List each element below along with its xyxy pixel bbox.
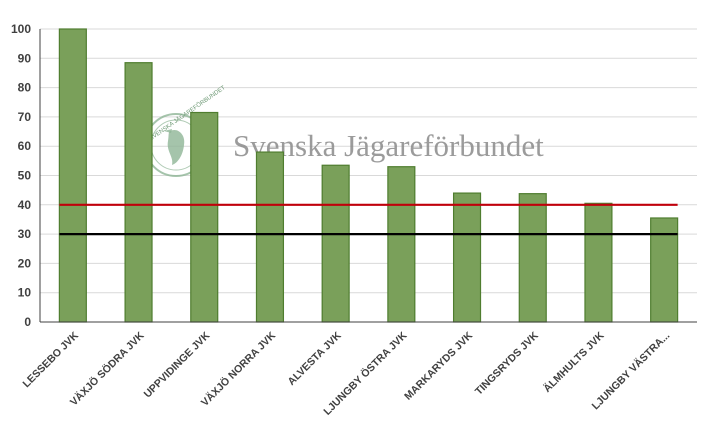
y-tick-label: 90 <box>18 51 32 65</box>
x-tick-label: MARKARYDS JVK <box>402 329 475 402</box>
bar <box>124 62 153 323</box>
x-tick-label: VÄXJÖ NORRA JVK <box>198 329 278 409</box>
bar <box>190 111 219 323</box>
y-tick-label: 30 <box>18 227 32 241</box>
x-tick-label: VÄXJÖ SÖDRA JVK <box>67 329 147 409</box>
bar <box>255 151 285 323</box>
bar <box>58 28 87 323</box>
bar <box>387 166 416 323</box>
bar <box>518 193 547 323</box>
y-tick-label: 0 <box>24 315 31 329</box>
x-tick-label: UPPVIDINGE JVK <box>142 329 213 400</box>
y-tick-label: 40 <box>18 198 32 212</box>
y-tick-label: 20 <box>18 256 32 270</box>
bar <box>452 192 482 323</box>
reference-lines <box>59 203 678 236</box>
x-tick-label: ÄLMHULTS JVK <box>541 329 607 395</box>
bar <box>584 202 613 323</box>
axes <box>39 29 697 323</box>
bar <box>321 164 350 323</box>
watermark-text: Svenska Jägareförbundet <box>233 128 544 163</box>
bars <box>58 28 679 323</box>
y-tick-label: 100 <box>11 22 31 36</box>
x-tick-label: ALVESTA JVK <box>286 329 345 388</box>
y-tick-label: 70 <box>18 110 32 124</box>
bar <box>650 217 679 323</box>
y-tick-labels: 0 10 20 30 40 50 60 70 80 90 100 <box>11 22 31 329</box>
y-tick-label: 50 <box>18 169 32 183</box>
y-tick-label: 10 <box>18 286 32 300</box>
y-tick-label: 80 <box>18 81 32 95</box>
x-tick-label: TINGSRYDS JVK <box>473 329 541 397</box>
x-tick-label: LESSEBO JVK <box>20 329 81 390</box>
y-tick-label: 60 <box>18 139 32 153</box>
